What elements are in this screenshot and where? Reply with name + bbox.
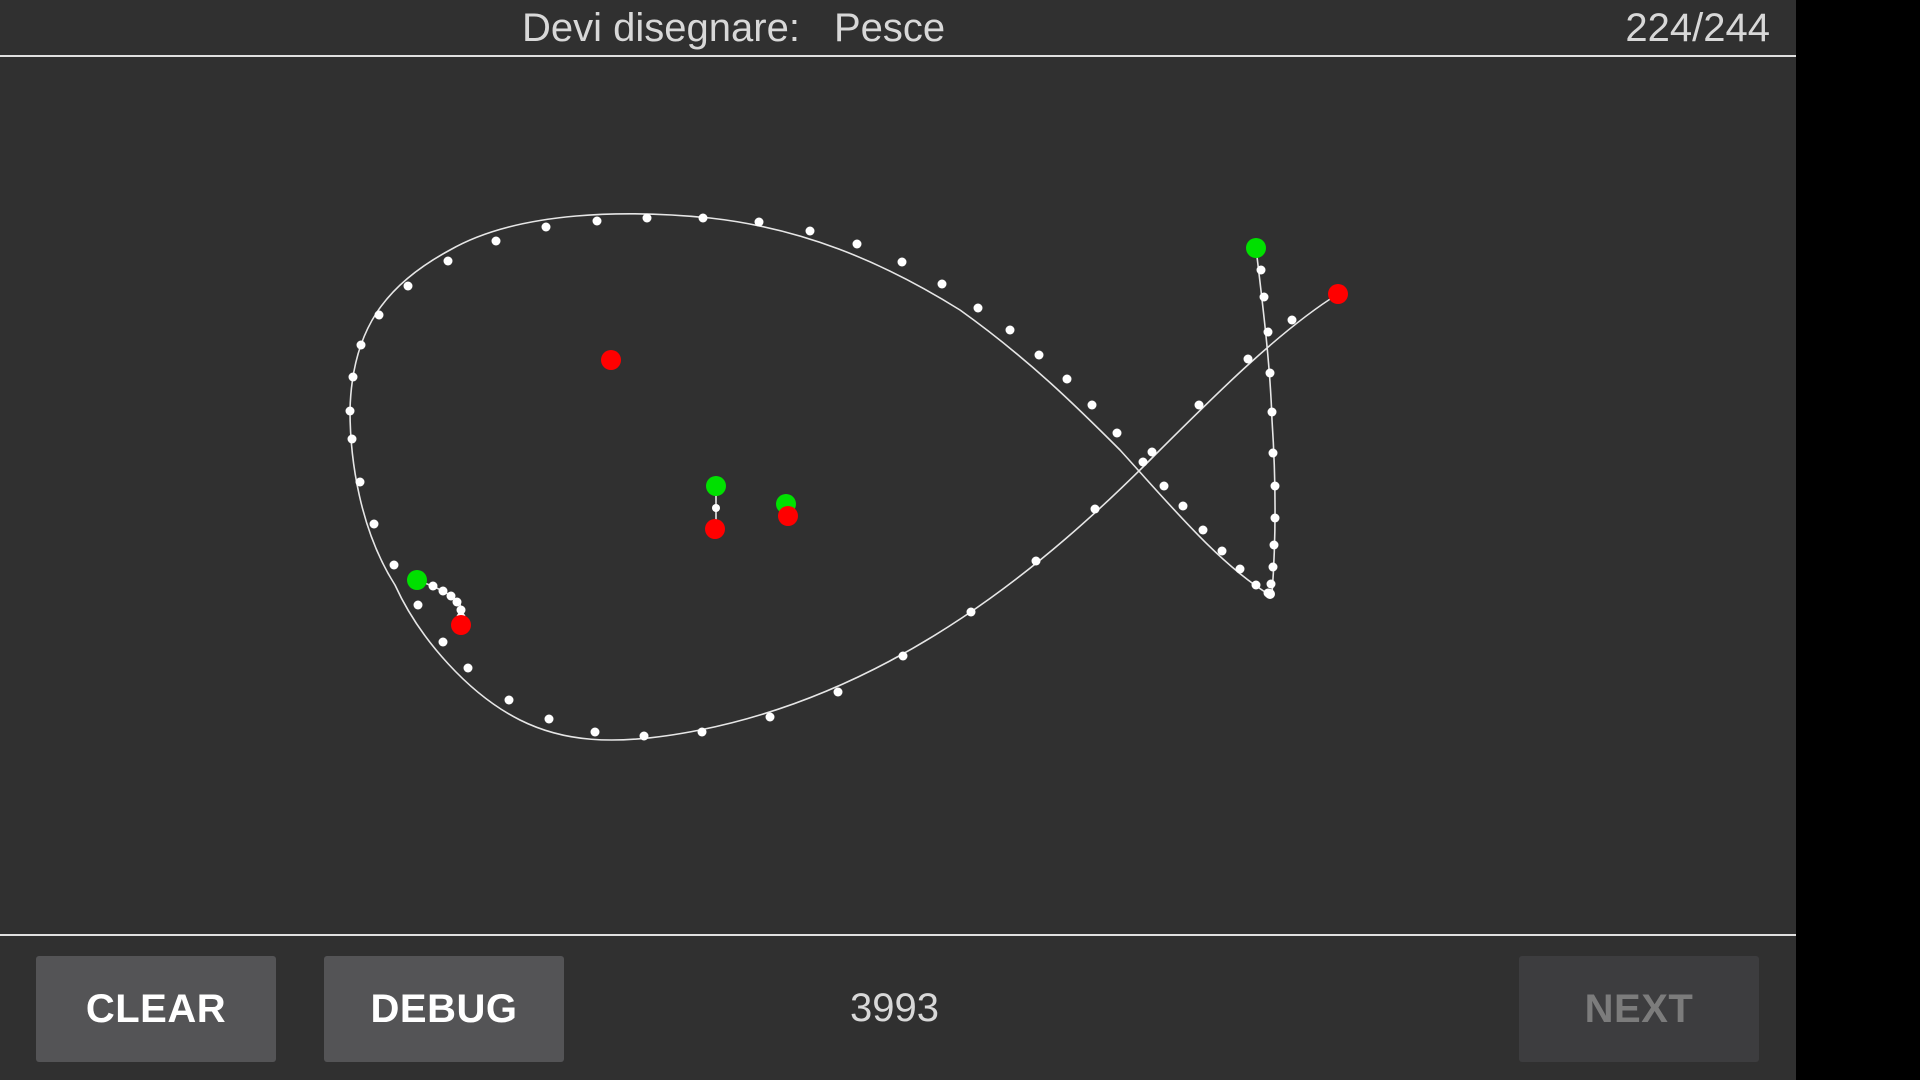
footer-bar: CLEAR DEBUG 3993 NEXT <box>0 934 1796 1080</box>
stroke-start-marker <box>706 476 726 496</box>
debug-button[interactable]: DEBUG <box>324 956 564 1062</box>
stroke-body <box>345 213 1348 741</box>
stroke-end-marker <box>1328 284 1348 304</box>
score-value: 3993 <box>850 986 939 1030</box>
stroke-start-marker <box>407 570 427 590</box>
stroke-end-marker <box>778 506 798 526</box>
stroke-end-marker <box>451 615 471 635</box>
header-bar: Devi disegnare: Pesce 224/244 <box>0 0 1796 57</box>
drawing-canvas[interactable] <box>0 58 1796 934</box>
progress-counter: 224/244 <box>1625 6 1770 50</box>
prompt-word: Pesce <box>833 6 946 50</box>
stroke-end-marker <box>601 350 621 370</box>
drawing-prompt: Devi disegnare: Pesce <box>522 6 945 51</box>
stroke-eye <box>601 350 621 370</box>
stroke-dot-1 <box>705 476 726 539</box>
drawing-layer <box>345 213 1348 741</box>
stroke-start-marker <box>1246 238 1266 258</box>
stroke-mouth <box>407 570 471 635</box>
stroke-dot-2 <box>776 494 798 526</box>
prompt-label: Devi disegnare: <box>522 6 800 50</box>
clear-button[interactable]: CLEAR <box>36 956 276 1062</box>
next-button[interactable]: NEXT <box>1519 956 1759 1062</box>
app-window: Devi disegnare: Pesce 224/244 <box>0 0 1796 1080</box>
stroke-tail <box>1246 238 1280 599</box>
stroke-end-marker <box>705 519 725 539</box>
